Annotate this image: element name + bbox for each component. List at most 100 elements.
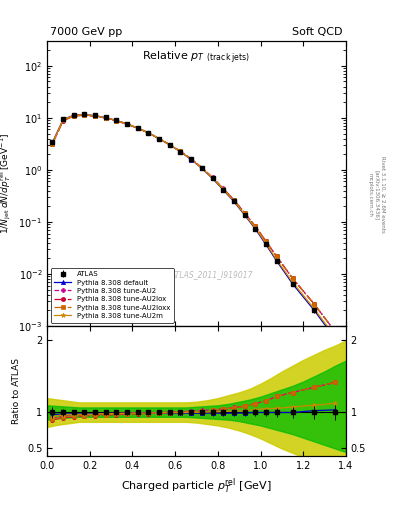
Pythia 8.308 tune-AU2loxx (253, 223, 257, 229)
Pythia 8.308 default (200, 165, 204, 172)
Pythia 8.308 tune-AU2loxx (200, 165, 204, 171)
Text: ATLAS_2011_I919017: ATLAS_2011_I919017 (170, 270, 253, 279)
Pythia 8.308 tune-AU2m (200, 165, 204, 171)
Pythia 8.308 tune-AU2m (125, 121, 130, 127)
Pythia 8.308 tune-AU2 (333, 329, 338, 335)
Pythia 8.308 tune-AU2loxx (103, 115, 108, 121)
Pythia 8.308 default (125, 121, 130, 127)
Pythia 8.308 default (333, 336, 338, 342)
Pythia 8.308 tune-AU2lox (82, 112, 87, 118)
Pythia 8.308 tune-AU2loxx (189, 156, 193, 162)
Pythia 8.308 tune-AU2lox (210, 175, 215, 181)
Line: Pythia 8.308 default: Pythia 8.308 default (50, 113, 337, 341)
Pythia 8.308 tune-AU2lox (312, 301, 316, 307)
Pythia 8.308 tune-AU2lox (50, 141, 55, 147)
Pythia 8.308 tune-AU2 (72, 113, 76, 119)
Pythia 8.308 default (72, 112, 76, 118)
Pythia 8.308 default (290, 281, 295, 287)
Pythia 8.308 tune-AU2 (189, 156, 193, 162)
Pythia 8.308 tune-AU2 (82, 112, 87, 118)
Pythia 8.308 tune-AU2m (221, 186, 226, 193)
Pythia 8.308 default (210, 176, 215, 182)
Pythia 8.308 tune-AU2loxx (61, 117, 66, 123)
Pythia 8.308 tune-AU2m (253, 225, 257, 231)
Pythia 8.308 tune-AU2lox (136, 125, 140, 132)
Pythia 8.308 tune-AU2lox (178, 148, 183, 155)
Pythia 8.308 tune-AU2 (242, 210, 247, 216)
Pythia 8.308 tune-AU2 (178, 148, 183, 154)
Text: [arXiv:1306.3436]: [arXiv:1306.3436] (374, 169, 379, 220)
Pythia 8.308 tune-AU2lox (263, 238, 268, 244)
Y-axis label: Ratio to ATLAS: Ratio to ATLAS (12, 358, 21, 424)
Pythia 8.308 default (274, 258, 279, 264)
Pythia 8.308 tune-AU2 (146, 130, 151, 136)
Legend: ATLAS, Pythia 8.308 default, Pythia 8.308 tune-AU2, Pythia 8.308 tune-AU2lox, Py: ATLAS, Pythia 8.308 default, Pythia 8.30… (51, 268, 174, 323)
Pythia 8.308 tune-AU2loxx (167, 141, 172, 147)
Pythia 8.308 default (103, 115, 108, 121)
Pythia 8.308 tune-AU2lox (221, 185, 226, 191)
Pythia 8.308 tune-AU2 (231, 197, 236, 203)
Pythia 8.308 tune-AU2lox (253, 223, 257, 229)
Pythia 8.308 tune-AU2m (61, 117, 66, 123)
Pythia 8.308 tune-AU2m (146, 130, 151, 136)
Pythia 8.308 tune-AU2loxx (221, 185, 226, 191)
Pythia 8.308 tune-AU2loxx (82, 112, 87, 118)
Text: Relative $p_T$ $_{(\rm track\;jets)}$: Relative $p_T$ $_{(\rm track\;jets)}$ (143, 50, 250, 66)
Pythia 8.308 tune-AU2loxx (312, 301, 316, 307)
Pythia 8.308 tune-AU2lox (290, 275, 295, 281)
Pythia 8.308 tune-AU2m (93, 113, 97, 119)
Text: Soft QCD: Soft QCD (292, 27, 343, 37)
Pythia 8.308 tune-AU2 (253, 223, 257, 229)
Pythia 8.308 default (114, 117, 119, 123)
Y-axis label: $1/N_{\rm jet}\;dN/dp_T^{\rm rel}\;[\rm GeV^{-1}]$: $1/N_{\rm jet}\;dN/dp_T^{\rm rel}\;[\rm … (0, 133, 13, 234)
Pythia 8.308 tune-AU2 (167, 141, 172, 147)
Pythia 8.308 tune-AU2m (114, 117, 119, 123)
Pythia 8.308 tune-AU2 (263, 238, 268, 244)
Pythia 8.308 default (242, 212, 247, 218)
Pythia 8.308 tune-AU2m (157, 136, 162, 142)
Pythia 8.308 tune-AU2 (136, 125, 140, 131)
Text: mcplots.cern.ch: mcplots.cern.ch (368, 173, 373, 217)
Pythia 8.308 tune-AU2 (114, 118, 119, 124)
Pythia 8.308 default (146, 130, 151, 136)
Pythia 8.308 tune-AU2lox (274, 253, 279, 259)
Pythia 8.308 default (93, 113, 97, 119)
Pythia 8.308 tune-AU2m (274, 257, 279, 263)
Pythia 8.308 tune-AU2m (189, 156, 193, 162)
Pythia 8.308 tune-AU2loxx (274, 253, 279, 259)
Pythia 8.308 tune-AU2 (50, 140, 55, 146)
Pythia 8.308 tune-AU2 (125, 121, 130, 127)
Pythia 8.308 tune-AU2loxx (263, 238, 268, 244)
Pythia 8.308 default (178, 149, 183, 155)
Pythia 8.308 tune-AU2lox (167, 142, 172, 148)
Pythia 8.308 tune-AU2 (210, 175, 215, 181)
Pythia 8.308 tune-AU2loxx (242, 210, 247, 216)
Pythia 8.308 default (50, 139, 55, 145)
Pythia 8.308 tune-AU2loxx (157, 136, 162, 142)
Line: Pythia 8.308 tune-AU2: Pythia 8.308 tune-AU2 (50, 113, 337, 334)
Line: Pythia 8.308 tune-AU2loxx: Pythia 8.308 tune-AU2loxx (50, 113, 337, 334)
Pythia 8.308 tune-AU2lox (125, 121, 130, 127)
Pythia 8.308 default (253, 226, 257, 232)
Pythia 8.308 tune-AU2lox (189, 156, 193, 162)
Pythia 8.308 tune-AU2 (61, 117, 66, 123)
Pythia 8.308 tune-AU2 (274, 253, 279, 259)
Pythia 8.308 default (189, 157, 193, 163)
Pythia 8.308 tune-AU2m (103, 115, 108, 121)
Pythia 8.308 tune-AU2m (167, 142, 172, 148)
Pythia 8.308 tune-AU2loxx (146, 130, 151, 136)
Pythia 8.308 tune-AU2lox (114, 118, 119, 124)
Pythia 8.308 tune-AU2lox (146, 130, 151, 136)
Pythia 8.308 tune-AU2lox (103, 115, 108, 121)
Pythia 8.308 tune-AU2loxx (50, 141, 55, 147)
Pythia 8.308 tune-AU2loxx (178, 148, 183, 155)
Pythia 8.308 tune-AU2m (210, 175, 215, 181)
Pythia 8.308 tune-AU2m (290, 279, 295, 285)
Pythia 8.308 tune-AU2m (82, 112, 87, 118)
Pythia 8.308 tune-AU2 (93, 113, 97, 119)
Pythia 8.308 tune-AU2lox (242, 210, 247, 216)
Pythia 8.308 default (231, 198, 236, 204)
Pythia 8.308 tune-AU2lox (93, 113, 97, 119)
Pythia 8.308 tune-AU2 (200, 164, 204, 170)
Pythia 8.308 tune-AU2loxx (333, 329, 338, 335)
